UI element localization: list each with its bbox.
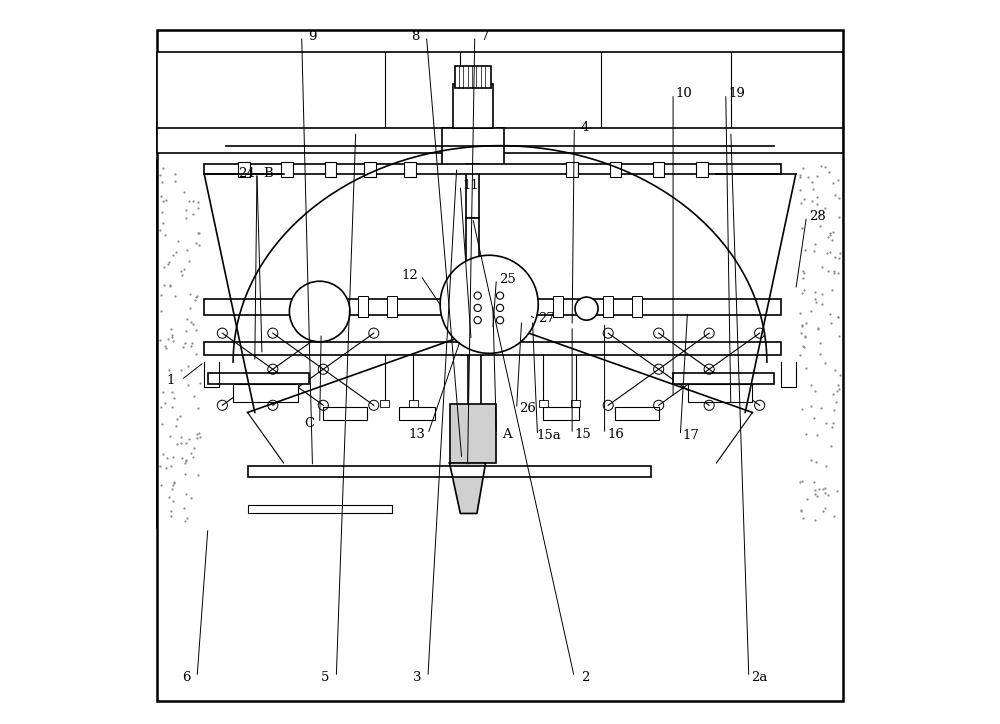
Bar [455, 67, 491, 88]
Bar [310, 303, 329, 320]
Bar [399, 407, 435, 420]
Text: 10: 10 [676, 87, 692, 100]
Bar [157, 52, 843, 131]
Bar [653, 162, 664, 177]
Bar [281, 162, 293, 177]
Text: 19: 19 [728, 87, 745, 100]
Text: 2: 2 [581, 670, 589, 683]
Bar [325, 162, 336, 177]
Text: 17: 17 [683, 429, 700, 442]
Text: 25: 25 [499, 272, 516, 285]
Bar [610, 162, 621, 177]
Bar [466, 218, 479, 340]
Text: 9: 9 [308, 30, 317, 43]
Bar [688, 384, 752, 402]
Bar [553, 295, 563, 317]
Text: C: C [304, 417, 314, 430]
Text: 4: 4 [581, 121, 589, 134]
Bar [248, 466, 651, 477]
Bar [450, 404, 496, 463]
Text: 1: 1 [166, 374, 175, 387]
Bar [364, 162, 376, 177]
Polygon shape [450, 463, 486, 513]
Text: 28: 28 [809, 210, 826, 223]
Bar [409, 400, 418, 407]
Bar [248, 505, 392, 513]
Bar [543, 407, 579, 420]
Text: 13: 13 [409, 428, 425, 441]
Bar [566, 162, 578, 177]
Text: 7: 7 [481, 30, 490, 43]
Circle shape [440, 256, 538, 353]
Bar [539, 400, 548, 407]
Bar [404, 162, 416, 177]
Text: 15: 15 [575, 428, 591, 441]
Bar [358, 295, 368, 317]
Bar [387, 295, 397, 317]
Bar [208, 373, 309, 384]
Text: 27: 27 [538, 312, 555, 325]
Text: A: A [502, 428, 512, 441]
Bar [524, 295, 534, 317]
Text: 6: 6 [182, 670, 191, 683]
Bar [453, 84, 493, 127]
Bar [673, 373, 774, 384]
Bar [468, 351, 481, 405]
Text: 26: 26 [519, 403, 536, 416]
Bar [157, 160, 204, 528]
Bar [442, 127, 504, 167]
Text: 11: 11 [463, 179, 480, 192]
Text: 3: 3 [413, 670, 421, 683]
Bar [615, 407, 659, 420]
Bar [444, 295, 455, 317]
Bar [157, 127, 843, 153]
Bar [603, 295, 613, 317]
Text: B: B [263, 167, 273, 180]
Bar [204, 164, 781, 174]
Bar [323, 407, 367, 420]
Text: 5: 5 [321, 670, 330, 683]
Text: 16: 16 [607, 428, 624, 441]
Bar [380, 400, 389, 407]
Bar [473, 279, 506, 329]
Bar [233, 384, 298, 402]
Bar [238, 162, 250, 177]
Bar [204, 299, 781, 315]
Bar [571, 400, 580, 407]
Bar [632, 295, 642, 317]
Bar [204, 342, 781, 355]
Text: 24: 24 [238, 167, 255, 180]
Bar [796, 160, 843, 528]
Circle shape [289, 281, 350, 342]
Text: 15a: 15a [536, 429, 561, 442]
Bar [462, 337, 483, 355]
Text: 2a: 2a [751, 670, 768, 683]
Text: 12: 12 [401, 269, 418, 282]
Text: 8: 8 [411, 30, 420, 43]
Bar [696, 162, 708, 177]
Bar [466, 164, 479, 218]
Circle shape [575, 297, 598, 320]
